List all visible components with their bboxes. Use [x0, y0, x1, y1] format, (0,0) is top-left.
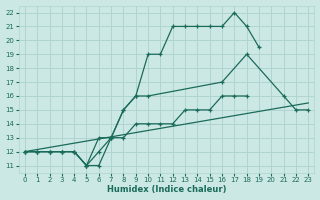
X-axis label: Humidex (Indice chaleur): Humidex (Indice chaleur) [107, 185, 226, 194]
